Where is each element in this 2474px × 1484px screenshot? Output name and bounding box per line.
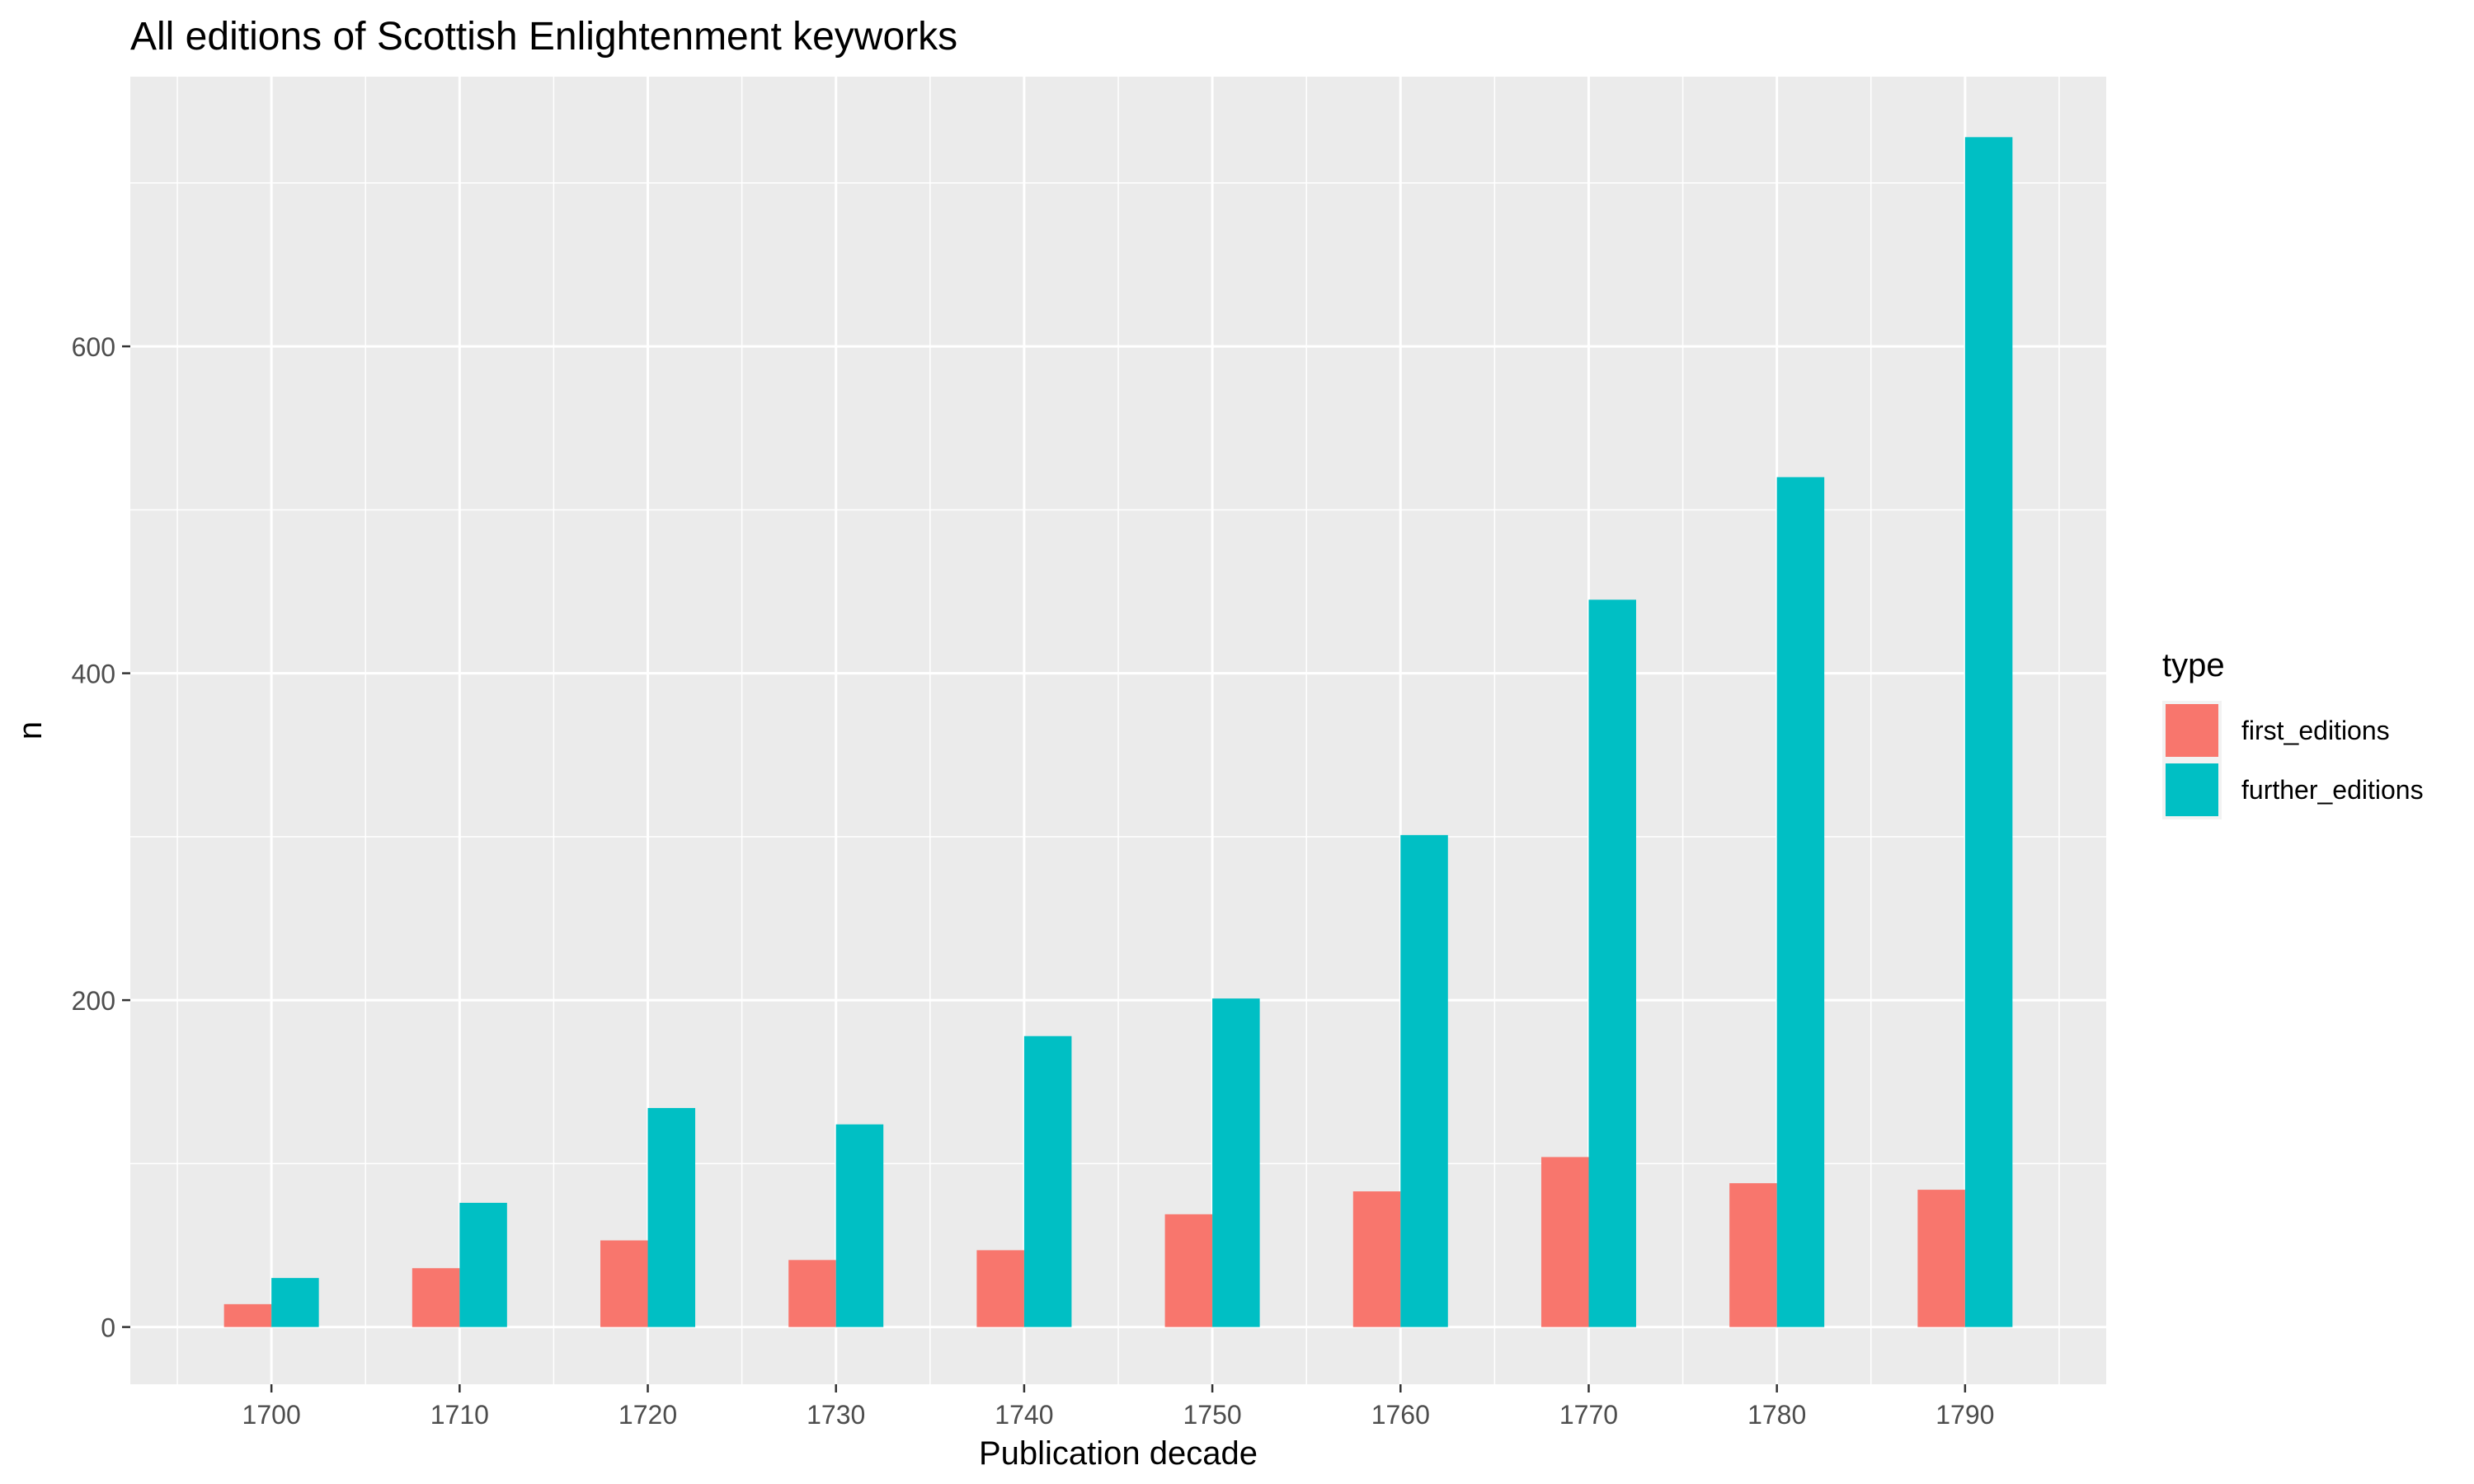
bar-first-editions — [1540, 1157, 1589, 1327]
bar-further-editions — [1023, 1036, 1072, 1327]
legend-label: further_editions — [2241, 775, 2424, 805]
x-axis-label: Publication decade — [979, 1435, 1258, 1472]
legend-title: type — [2162, 647, 2225, 683]
x-tick-label: 1700 — [242, 1400, 301, 1430]
bar-first-editions — [223, 1303, 272, 1327]
x-tick-label: 1740 — [995, 1400, 1053, 1430]
bar-further-editions — [1588, 599, 1636, 1327]
x-tick-label: 1780 — [1747, 1400, 1806, 1430]
x-tick-label: 1770 — [1559, 1400, 1618, 1430]
bar-first-editions — [1729, 1183, 1777, 1327]
legend-label: first_editions — [2241, 716, 2390, 745]
bars — [223, 137, 2013, 1327]
bar-first-editions — [600, 1240, 648, 1327]
x-tick-label: 1710 — [430, 1400, 489, 1430]
legend-swatch — [2166, 704, 2218, 757]
bar-first-editions — [1164, 1214, 1213, 1327]
bar-further-editions — [271, 1278, 319, 1327]
x-tick-label: 1750 — [1183, 1400, 1242, 1430]
x-tick-label: 1760 — [1371, 1400, 1430, 1430]
y-tick-label: 600 — [72, 332, 115, 362]
chart-title: All editions of Scottish Enlightenment k… — [130, 15, 957, 59]
bar-first-editions — [976, 1250, 1024, 1327]
bar-further-editions — [1400, 834, 1448, 1327]
legend: type first_editions further_editions — [2162, 647, 2424, 819]
bar-further-editions — [1212, 998, 1260, 1327]
bar-first-editions — [1917, 1190, 1965, 1327]
y-tick-label: 0 — [101, 1313, 115, 1343]
legend-swatch — [2166, 763, 2218, 816]
y-axis-label: n — [12, 721, 49, 740]
bar-further-editions — [647, 1107, 696, 1327]
x-tick-label: 1720 — [618, 1400, 677, 1430]
bar-first-editions — [1352, 1191, 1401, 1327]
x-tick-label: 1790 — [1935, 1400, 1994, 1430]
bar-further-editions — [1776, 477, 1825, 1327]
bar-further-editions — [459, 1202, 507, 1327]
y-tick-label: 400 — [72, 660, 115, 689]
x-tick-label: 1730 — [807, 1400, 865, 1430]
bar-further-editions — [835, 1124, 884, 1327]
bar-first-editions — [412, 1268, 460, 1327]
bar-first-editions — [788, 1260, 836, 1327]
x-axis: 1700 1710 1720 1730 1740 1750 1760 1770 1780 1790 — [242, 1384, 1994, 1430]
y-tick-label: 200 — [72, 986, 115, 1016]
y-axis: 0 200 400 600 — [72, 332, 130, 1343]
bar-further-editions — [1964, 137, 2013, 1327]
